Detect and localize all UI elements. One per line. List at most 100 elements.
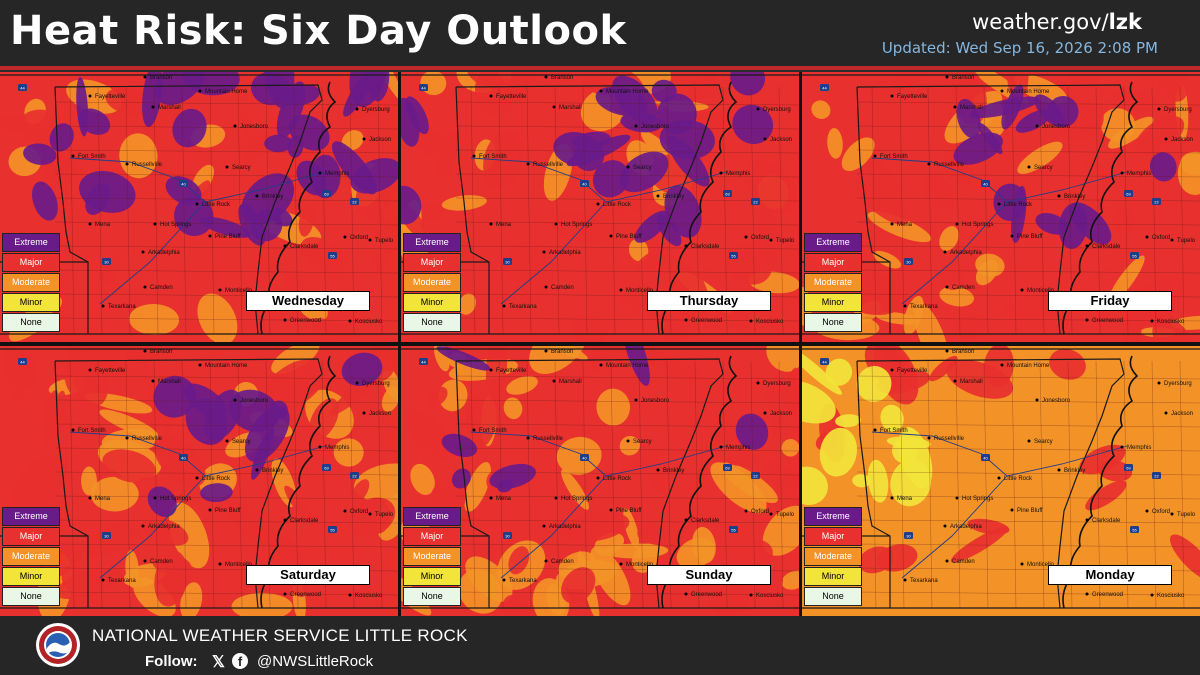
risk-area-extreme [592, 160, 630, 198]
highway-number: 69 [324, 465, 329, 470]
city-dot [599, 89, 603, 93]
county-line [455, 423, 799, 428]
city-dot [151, 379, 155, 383]
city-dot [1020, 562, 1024, 566]
county-line [455, 101, 799, 106]
river-line [260, 81, 337, 335]
county-line [955, 86, 961, 335]
city-label: Dyersburg [763, 381, 791, 387]
risk-area-moderate [863, 501, 892, 555]
city-dot [233, 398, 237, 402]
interstate-line [901, 475, 1008, 579]
county-line [69, 86, 75, 335]
highway-shield-icon [729, 526, 738, 533]
city-label: Branson [551, 349, 573, 355]
county-line [153, 360, 159, 609]
city-label: Little Rock [1004, 476, 1033, 482]
legend-item-none: None [804, 313, 862, 332]
city-dot [1150, 319, 1154, 323]
city-dot [1145, 235, 1149, 239]
county-line [54, 423, 398, 428]
x-logo-icon[interactable]: 𝕏 [212, 654, 225, 671]
city-dot [554, 222, 558, 226]
site-link[interactable]: weather.gov/lzk [972, 10, 1142, 34]
county-line [455, 197, 799, 202]
risk-area-major [350, 479, 370, 505]
city-dot [88, 368, 92, 372]
county-line [237, 360, 243, 609]
risk-area-major [153, 435, 206, 487]
facebook-icon[interactable]: f [232, 653, 248, 669]
city-label: Pine Bluff [616, 234, 642, 240]
city-dot [945, 559, 949, 563]
county-line [1011, 86, 1017, 335]
city-dot [101, 578, 105, 582]
city-dot [1035, 124, 1039, 128]
page-title: Heat Risk: Six Day Outlook [10, 8, 627, 54]
county-line [54, 101, 398, 106]
highway-number: 30 [906, 533, 911, 538]
city-label: Jonesboro [240, 124, 269, 130]
city-dot [544, 559, 548, 563]
county-line [856, 471, 1200, 476]
heat-risk-legend: Extreme Major Moderate Minor None [804, 507, 862, 607]
legend-item-major: Major [804, 253, 862, 272]
city-dot [943, 250, 947, 254]
risk-area-moderate [951, 418, 1013, 463]
legend-item-none: None [804, 587, 862, 606]
county-line [899, 86, 905, 335]
social-handle[interactable]: @NWSLittleRock [257, 653, 374, 670]
city-dot [318, 445, 322, 449]
city-label: Russellville [533, 436, 564, 442]
risk-area-moderate [129, 303, 180, 336]
highway-shield-icon [1152, 472, 1161, 479]
city-label: Jackson [1171, 411, 1193, 417]
city-dot [88, 94, 92, 98]
risk-area-major [1079, 444, 1126, 475]
city-dot [619, 288, 623, 292]
city-dot [502, 578, 506, 582]
highway-shield-icon [820, 84, 829, 91]
county-line [856, 423, 1200, 428]
city-dot [955, 222, 959, 226]
risk-area-major [726, 452, 764, 466]
county-line [856, 269, 1200, 274]
city-label: Mena [95, 222, 111, 228]
county-line [455, 495, 799, 500]
city-label: Monticello [1027, 562, 1055, 568]
city-dot [1035, 398, 1039, 402]
highway-shield-icon [350, 472, 359, 479]
city-label: Dyersburg [1164, 381, 1192, 387]
map-panel-thursday: 44 40 30 55 69 22 Branson Mountain Home Fayettev… [401, 72, 799, 342]
city-dot [141, 524, 145, 528]
risk-area-moderate [168, 502, 210, 569]
risk-area-moderate [81, 466, 97, 496]
city-label: Clarksdale [290, 244, 319, 250]
city-dot [873, 428, 877, 432]
city-dot [1085, 518, 1089, 522]
risk-area-extreme [1149, 152, 1177, 182]
risk-area-major [1111, 90, 1164, 111]
river-line [260, 355, 337, 609]
interstate-line [99, 201, 206, 305]
city-dot [626, 439, 630, 443]
county-line [871, 360, 877, 609]
county-line [778, 360, 784, 609]
risk-area-major [42, 390, 59, 421]
city-label: Branson [952, 349, 974, 355]
office-name: NATIONAL WEATHER SERVICE LITTLE ROCK [92, 626, 468, 645]
risk-area-major [772, 469, 799, 496]
risk-area-extreme [343, 72, 377, 117]
city-label: Tupelo [776, 512, 795, 518]
city-dot [744, 235, 748, 239]
city-label: Brinkley [1064, 468, 1085, 474]
city-label: Kosciusko [756, 319, 784, 325]
city-label: Arkadelphia [148, 250, 180, 256]
highway-shield-icon [723, 464, 732, 471]
city-label: Kosciusko [1157, 593, 1185, 599]
city-dot [903, 304, 907, 308]
county-line [455, 399, 799, 404]
risk-area-extreme [85, 182, 111, 215]
county-line [54, 543, 398, 548]
city-label: Mena [897, 222, 913, 228]
